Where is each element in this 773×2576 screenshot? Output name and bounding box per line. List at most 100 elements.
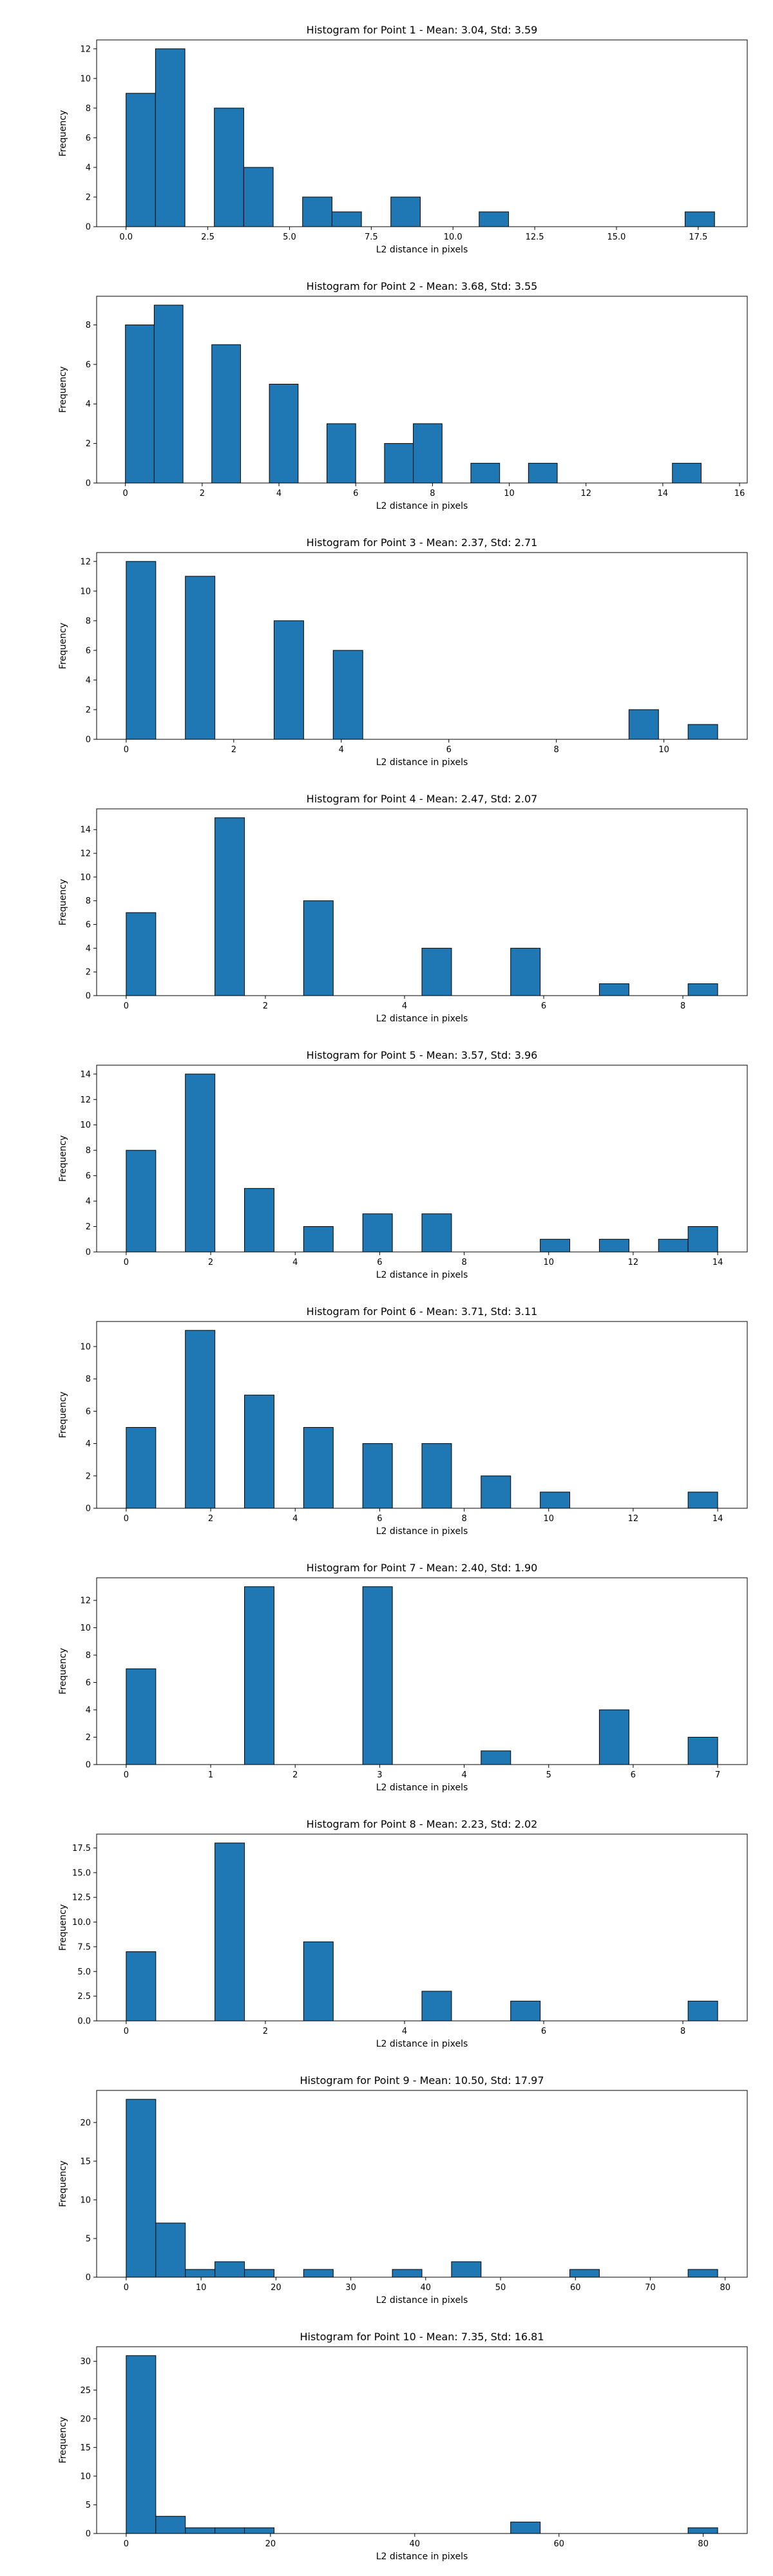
histogram-bar — [303, 2269, 334, 2278]
histogram-bar — [243, 167, 274, 227]
histogram-bar — [126, 1150, 157, 1253]
histogram-bar — [332, 650, 363, 740]
chart-title: Histogram for Point 9 - Mean: 10.50, Std… — [300, 2074, 544, 2087]
x-tick-label: 0 — [124, 1258, 129, 1267]
x-axis-label: L2 distance in pixels — [376, 2295, 468, 2306]
y-tick-label: 12 — [80, 44, 91, 54]
y-axis-label: Frequency — [58, 1904, 68, 1951]
histogram-bar — [126, 1668, 157, 1765]
plot-frame — [96, 552, 748, 740]
chart-title: Histogram for Point 5 - Mean: 3.57, Std:… — [307, 1049, 538, 1061]
y-axis-label: Frequency — [58, 1648, 68, 1694]
histogram-bar — [413, 423, 443, 484]
histogram-bar — [658, 1238, 689, 1253]
histogram-bar — [528, 462, 558, 484]
histogram-bar — [687, 724, 718, 740]
y-tick-label: 10 — [80, 1624, 91, 1633]
x-tick-label: 6 — [377, 1514, 382, 1524]
x-tick-label: 2 — [231, 745, 236, 755]
x-tick-label: 2 — [208, 1514, 213, 1524]
histogram-bar — [540, 1238, 571, 1253]
x-tick-label: 60 — [570, 2283, 581, 2293]
x-tick-label: 40 — [421, 2283, 432, 2293]
x-tick-label: 80 — [698, 2539, 709, 2549]
x-tick-label: 6 — [541, 1001, 546, 1011]
y-tick-label: 8 — [86, 1375, 91, 1385]
x-tick-label: 70 — [645, 2283, 656, 2293]
y-tick-label: 20 — [80, 2118, 91, 2128]
y-tick-label: 2 — [86, 193, 91, 202]
y-tick-label: 12 — [80, 1095, 91, 1105]
y-axis-label: Frequency — [58, 623, 68, 669]
histogram-bar — [569, 2269, 600, 2278]
x-tick-label: 20 — [271, 2283, 282, 2293]
x-tick-label: 7.5 — [365, 232, 378, 242]
histogram-bar — [126, 2099, 157, 2278]
histogram-panel-7: Histogram for Point 7 - Mean: 2.40, Std:… — [58, 1562, 748, 1793]
histogram-bar — [628, 709, 659, 740]
y-tick-label: 6 — [86, 1407, 91, 1417]
x-tick-label: 10 — [543, 1258, 554, 1267]
histogram-bar — [598, 983, 629, 996]
histogram-panel-3: Histogram for Point 3 - Mean: 2.37, Std:… — [58, 536, 748, 768]
histogram-bar — [687, 2527, 718, 2534]
histogram-bar — [126, 912, 157, 996]
histogram-bar — [421, 1213, 452, 1253]
y-tick-label: 17.5 — [72, 1844, 91, 1853]
histogram-bar — [126, 1426, 157, 1509]
x-tick-label: 2 — [263, 1001, 268, 1011]
histogram-bar — [687, 2000, 718, 2022]
y-tick-label: 2 — [86, 968, 91, 978]
y-tick-label: 8 — [86, 321, 91, 330]
y-tick-label: 6 — [86, 646, 91, 656]
y-tick-label: 4 — [86, 400, 91, 410]
x-tick-label: 2 — [200, 489, 205, 498]
histogram-bar — [303, 900, 334, 996]
x-tick-label: 2 — [292, 1770, 298, 1780]
x-tick-label: 4 — [402, 1001, 407, 1011]
y-axis-label: Frequency — [58, 879, 68, 925]
x-tick-label: 6 — [631, 1770, 636, 1780]
histogram-bar — [155, 48, 186, 227]
histogram-bar — [362, 1443, 393, 1509]
histogram-panel-10: Histogram for Point 10 - Mean: 7.35, Std… — [58, 2331, 748, 2562]
histogram-bar — [126, 1951, 157, 2022]
histogram-bar — [421, 1991, 452, 2022]
histogram-bar — [155, 2222, 186, 2278]
histogram-bar — [303, 1426, 334, 1509]
x-axis-label: L2 distance in pixels — [376, 501, 468, 511]
y-tick-label: 5.0 — [77, 1967, 91, 1977]
x-tick-label: 10 — [504, 489, 515, 498]
chart-title: Histogram for Point 8 - Mean: 2.23, Std:… — [307, 1818, 538, 1830]
x-tick-label: 20 — [265, 2539, 276, 2549]
histogram-bar — [244, 1188, 274, 1253]
y-tick-label: 30 — [80, 2357, 91, 2367]
y-tick-label: 2 — [86, 1472, 91, 1481]
x-tick-label: 14 — [712, 1258, 723, 1267]
y-tick-label: 4 — [86, 1706, 91, 1716]
histogram-panel-1: Histogram for Point 1 - Mean: 3.04, Std:… — [58, 24, 748, 255]
y-tick-label: 6 — [86, 920, 91, 930]
histogram-bar — [244, 2269, 274, 2278]
histogram-bar — [384, 443, 414, 484]
y-tick-label: 2 — [86, 439, 91, 449]
y-tick-label: 7.5 — [77, 1942, 91, 1952]
histogram-bar — [215, 2527, 245, 2534]
x-tick-label: 12 — [628, 1514, 639, 1524]
x-tick-label: 16 — [734, 489, 745, 498]
y-tick-label: 10 — [80, 873, 91, 882]
plot-frame — [96, 808, 748, 996]
x-tick-label: 5 — [546, 1770, 551, 1780]
x-tick-label: 2 — [263, 2027, 268, 2036]
y-axis-label: Frequency — [58, 366, 68, 413]
x-tick-label: 14 — [658, 489, 669, 498]
y-axis-label: Frequency — [58, 2161, 68, 2207]
x-tick-label: 0 — [124, 2027, 129, 2036]
y-tick-label: 6 — [86, 1678, 91, 1688]
x-tick-label: 4 — [461, 1770, 466, 1780]
x-tick-label: 7 — [715, 1770, 720, 1780]
plot-frame — [96, 1065, 748, 1253]
histogram-bar — [362, 1586, 393, 1765]
y-tick-label: 25 — [80, 2386, 91, 2396]
y-tick-label: 4 — [86, 1197, 91, 1207]
